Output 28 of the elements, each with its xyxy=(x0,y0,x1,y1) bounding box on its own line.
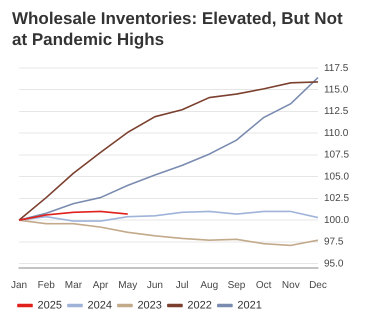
y-tick-label: 112.5 xyxy=(324,106,349,118)
x-tick-label: Nov xyxy=(282,280,300,291)
legend-label: 2025 xyxy=(38,300,62,312)
x-tick-label: Jan xyxy=(11,280,28,291)
x-tick-label: May xyxy=(118,280,138,291)
x-tick-label: Mar xyxy=(64,280,83,291)
legend-label: 2023 xyxy=(137,300,162,312)
x-tick-label: Feb xyxy=(38,280,56,291)
x-tick-label: Aug xyxy=(200,280,218,291)
y-tick-label: 105.0 xyxy=(324,171,350,182)
x-tick-label: Oct xyxy=(256,280,272,291)
legend-label: 2021 xyxy=(237,300,262,312)
x-tick-label: Jun xyxy=(146,280,163,291)
y-tick-label: 95.0 xyxy=(324,258,344,270)
legend-label: 2024 xyxy=(87,300,112,312)
y-tick-label: 115.0 xyxy=(324,84,349,96)
x-tick-label: Jul xyxy=(176,280,189,291)
y-tick-label: 117.5 xyxy=(324,62,349,74)
chart-title: Wholesale Inventories: Elevated, But Not at Pandemic Highs xyxy=(12,8,344,50)
x-tick-label: Apr xyxy=(92,280,110,291)
legend-label: 2022 xyxy=(187,300,212,312)
y-tick-label: 107.5 xyxy=(324,150,350,161)
x-tick-label: Sep xyxy=(228,280,246,291)
y-tick-label: 102.5 xyxy=(324,193,350,204)
y-tick-label: 100.0 xyxy=(324,214,350,226)
y-tick-label: 97.5 xyxy=(324,236,344,248)
x-tick-label: Dec xyxy=(309,280,327,291)
y-tick-label: 110.0 xyxy=(324,128,349,139)
